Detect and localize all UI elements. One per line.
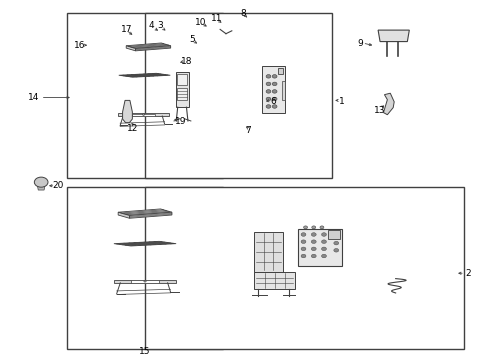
Circle shape	[321, 233, 326, 236]
Polygon shape	[377, 30, 408, 41]
Text: 14: 14	[28, 93, 40, 102]
Text: 5: 5	[188, 35, 194, 44]
Polygon shape	[37, 185, 45, 190]
Bar	[66, 187, 222, 348]
Circle shape	[301, 233, 305, 236]
Circle shape	[333, 241, 338, 245]
Polygon shape	[132, 114, 155, 116]
Polygon shape	[175, 72, 188, 107]
Bar	[144, 13, 331, 178]
Polygon shape	[118, 212, 129, 218]
Polygon shape	[383, 93, 393, 115]
Text: 20: 20	[52, 181, 64, 190]
Circle shape	[143, 280, 146, 282]
Circle shape	[311, 226, 315, 229]
Polygon shape	[114, 241, 176, 246]
Text: 16: 16	[74, 41, 85, 50]
Circle shape	[265, 82, 270, 86]
Text: 10: 10	[194, 18, 206, 27]
Bar	[144, 187, 463, 348]
Bar	[66, 13, 222, 178]
Circle shape	[265, 90, 270, 93]
Circle shape	[321, 240, 326, 243]
Text: 7: 7	[245, 126, 251, 135]
Circle shape	[311, 254, 316, 258]
Text: 8: 8	[240, 9, 246, 18]
Polygon shape	[129, 212, 172, 218]
Text: 11: 11	[210, 14, 222, 23]
Polygon shape	[118, 209, 172, 216]
Text: 13: 13	[373, 105, 385, 114]
Circle shape	[321, 247, 326, 251]
Text: 9: 9	[357, 39, 363, 48]
Text: 15: 15	[139, 347, 150, 356]
Polygon shape	[126, 43, 170, 49]
Circle shape	[301, 247, 305, 251]
Polygon shape	[281, 81, 285, 100]
Circle shape	[272, 75, 277, 78]
Text: 12: 12	[127, 123, 138, 132]
Circle shape	[333, 248, 338, 252]
Circle shape	[265, 97, 270, 101]
Circle shape	[319, 226, 323, 229]
Polygon shape	[278, 68, 283, 74]
Text: 2: 2	[464, 269, 469, 278]
Polygon shape	[118, 113, 169, 116]
Text: 17: 17	[121, 25, 132, 34]
Circle shape	[303, 226, 307, 229]
Circle shape	[265, 75, 270, 78]
Text: 1: 1	[339, 96, 344, 105]
Polygon shape	[254, 231, 283, 272]
Circle shape	[34, 177, 48, 187]
Circle shape	[272, 82, 277, 86]
Polygon shape	[177, 88, 187, 100]
Polygon shape	[254, 272, 295, 289]
Circle shape	[311, 247, 316, 251]
Circle shape	[142, 114, 144, 115]
Polygon shape	[177, 74, 187, 85]
Polygon shape	[122, 100, 132, 123]
Circle shape	[321, 254, 326, 258]
Circle shape	[272, 97, 277, 101]
Polygon shape	[131, 280, 159, 283]
Polygon shape	[262, 66, 285, 113]
Text: 3: 3	[158, 21, 163, 30]
Polygon shape	[119, 73, 170, 77]
Text: 4: 4	[148, 21, 153, 30]
Circle shape	[272, 105, 277, 108]
Polygon shape	[327, 230, 340, 239]
Text: 19: 19	[175, 117, 186, 126]
Circle shape	[301, 240, 305, 243]
Polygon shape	[126, 46, 135, 51]
Circle shape	[272, 90, 277, 93]
Circle shape	[311, 233, 316, 236]
Circle shape	[301, 254, 305, 258]
Polygon shape	[298, 229, 342, 266]
Text: 18: 18	[181, 57, 192, 66]
Text: 6: 6	[269, 96, 275, 105]
Circle shape	[311, 240, 316, 243]
Circle shape	[265, 105, 270, 108]
Polygon shape	[135, 46, 170, 51]
Polygon shape	[114, 280, 176, 283]
